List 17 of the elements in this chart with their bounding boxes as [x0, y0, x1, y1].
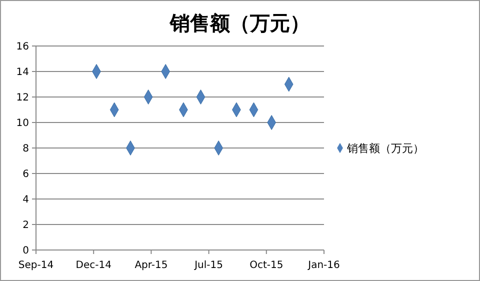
- x-tick-label: Dec-14: [76, 260, 112, 271]
- y-tick-label: 14: [16, 67, 29, 78]
- y-tick-label: 10: [16, 118, 29, 129]
- x-tick-label: Apr-15: [134, 260, 168, 271]
- y-tick-label: 2: [22, 220, 29, 231]
- y-tick-label: 12: [16, 92, 29, 104]
- x-tick-label: Oct-15: [250, 260, 284, 271]
- y-tick-label: 8: [22, 144, 29, 154]
- x-tick-label: Sep-14: [18, 260, 54, 271]
- y-tick-label: 6: [22, 169, 29, 180]
- legend-label: 销售额（万元）: [346, 142, 424, 155]
- chart-title: 销售额（万元）: [169, 11, 310, 35]
- x-tick-label: Jan-16: [307, 260, 340, 271]
- y-tick-label: 0: [22, 246, 29, 256]
- y-tick-label: 16: [16, 42, 29, 52]
- x-tick-label: Jul-15: [194, 260, 224, 271]
- y-tick-label: 4: [22, 194, 29, 206]
